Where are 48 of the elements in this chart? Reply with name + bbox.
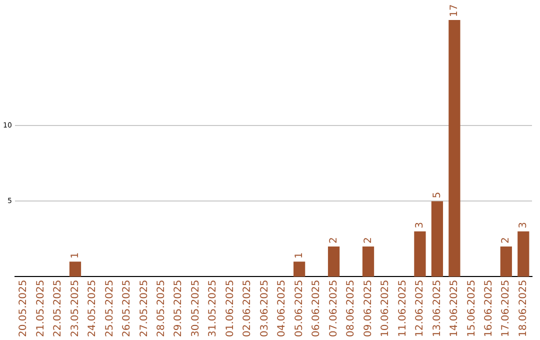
x-tick-label: 20.05.2025 <box>18 280 30 338</box>
x-tick-label: 01.06.2025 <box>224 280 236 338</box>
data-label: 3 <box>518 222 529 228</box>
data-label: 5 <box>432 192 443 198</box>
x-tick-label: 30.05.2025 <box>190 280 202 338</box>
x-tick-label: 11.06.2025 <box>397 280 408 338</box>
x-tick-label: 07.06.2025 <box>328 280 340 338</box>
bar <box>69 262 82 277</box>
x-tick-label: 05.06.2025 <box>294 280 305 338</box>
data-label: 2 <box>328 237 340 244</box>
data-label: 2 <box>362 237 374 244</box>
bar <box>293 262 306 277</box>
x-tick-label: 26.05.2025 <box>122 280 133 338</box>
x-tick-label: 08.06.2025 <box>346 280 357 338</box>
data-label: 3 <box>414 222 426 228</box>
data-label: 1 <box>294 252 305 259</box>
x-tick-label: 25.05.2025 <box>104 280 116 338</box>
x-tick-label: 23.05.2025 <box>70 280 81 338</box>
x-tick-label: 17.06.2025 <box>500 280 512 338</box>
data-label: 2 <box>500 237 512 244</box>
x-tick-label: 10.06.2025 <box>380 280 392 338</box>
bar <box>448 20 460 277</box>
x-tick-label: 06.06.2025 <box>311 280 322 338</box>
x-tick-label: 14.06.2025 <box>449 280 460 338</box>
bar <box>362 246 374 277</box>
x-tick-label: 22.05.2025 <box>52 280 64 338</box>
x-tick-label: 15.06.2025 <box>466 280 478 338</box>
bar <box>518 231 530 277</box>
x-tick-label: 02.06.2025 <box>242 280 254 338</box>
bar <box>500 246 512 277</box>
x-tick-label: 03.06.2025 <box>259 280 270 338</box>
x-tick-label: 04.06.2025 <box>276 280 288 338</box>
bar <box>328 246 340 277</box>
x-tick-label: 16.06.2025 <box>484 280 495 338</box>
x-tick-label: 13.06.2025 <box>432 280 443 338</box>
x-tick-label: 28.05.2025 <box>156 280 168 338</box>
x-tick-label: 09.06.2025 <box>362 280 374 338</box>
bar <box>414 231 426 277</box>
data-label: 1 <box>70 252 81 259</box>
bar <box>431 201 444 277</box>
x-tick-label: 18.06.2025 <box>518 280 529 338</box>
x-tick-label: 29.05.2025 <box>173 280 184 338</box>
data-label: 17 <box>449 4 460 17</box>
x-tick-label: 31.05.2025 <box>208 280 219 338</box>
x-tick-label: 24.05.2025 <box>87 280 98 338</box>
x-tick-label: 12.06.2025 <box>414 280 426 338</box>
x-tick-label: 21.05.2025 <box>35 280 46 338</box>
x-tick-label: 27.05.2025 <box>138 280 150 338</box>
